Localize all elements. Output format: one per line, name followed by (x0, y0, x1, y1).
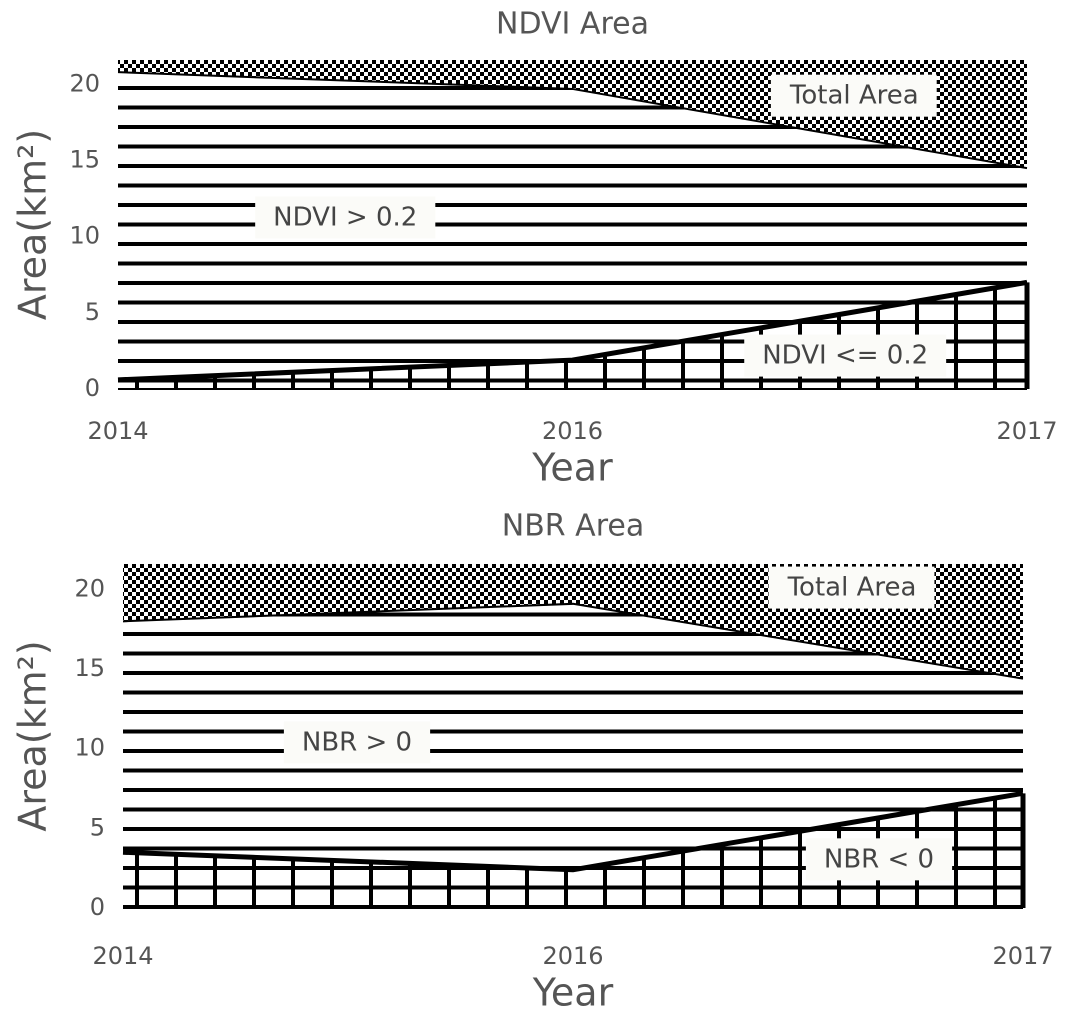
y-tick-label: 10 (74, 734, 105, 762)
series-label-bg (805, 838, 953, 881)
series-label: NDVI <= 0.2 (762, 341, 928, 371)
y-tick-label: 5 (90, 813, 105, 841)
series-label: NBR < 0 (824, 844, 934, 874)
x-tick-label: 2016 (542, 417, 603, 445)
series-label: NDVI > 0.2 (273, 202, 417, 232)
x-tick-label: 2017 (996, 417, 1057, 445)
y-tick-label: 5 (85, 298, 100, 326)
y-tick-label: 15 (69, 146, 100, 174)
y-tick-label: 0 (90, 893, 105, 921)
x-tick-label: 2014 (92, 942, 153, 970)
annotation: Total Area (787, 573, 917, 603)
series-label: NBR > 0 (302, 727, 412, 757)
annotation-bg (770, 74, 937, 117)
area-boundary (117, 71, 1028, 170)
area-boundary (122, 602, 1024, 680)
x-tick-label: 2014 (87, 417, 148, 445)
y-tick-label: 10 (69, 222, 100, 250)
y-axis-title: Area(km²) (11, 129, 55, 320)
annotation-bg (768, 566, 935, 609)
chart-title: NDVI Area (496, 7, 649, 42)
x-tick-label: 2017 (992, 942, 1053, 970)
annotation: Total Area (789, 81, 919, 111)
chart-title: NBR Area (502, 509, 644, 544)
series-label-bg (283, 721, 431, 764)
series-label-bg (255, 196, 436, 239)
series-label-bg (744, 334, 947, 377)
area (123, 603, 1023, 870)
y-tick-label: 20 (69, 69, 100, 97)
y-axis-title: Area(km²) (11, 640, 55, 831)
area (118, 72, 1027, 380)
x-axis-title: Year (532, 971, 614, 1011)
x-axis-title: Year (531, 446, 613, 490)
area-boundary (117, 279, 1028, 383)
area-boundary (122, 790, 1024, 873)
y-tick-label: 15 (74, 654, 105, 682)
y-tick-label: 20 (74, 574, 105, 602)
area (123, 793, 1023, 908)
x-tick-label: 2016 (542, 942, 603, 970)
y-tick-label: 0 (85, 374, 100, 402)
